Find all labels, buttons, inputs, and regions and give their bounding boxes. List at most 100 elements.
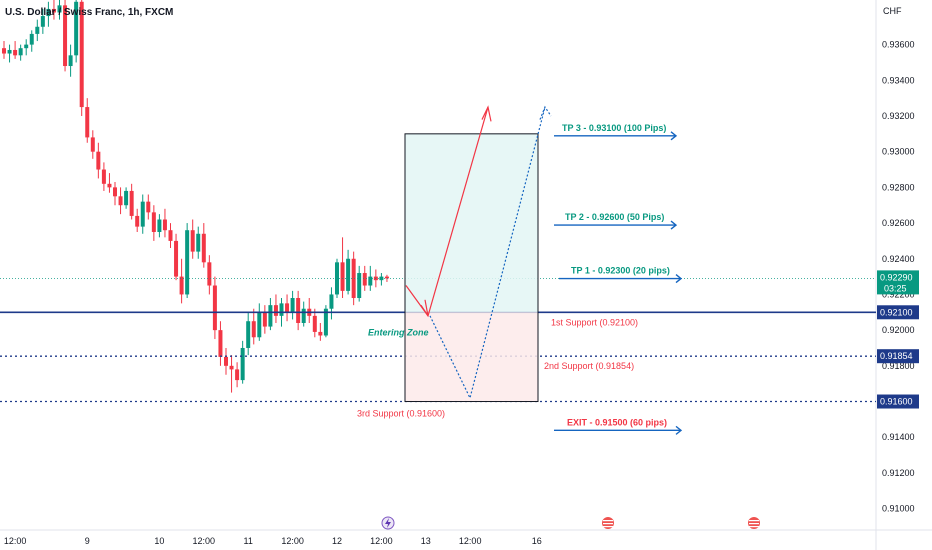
candle-body [301,308,306,323]
price-tick-label: 0.93400 [882,75,915,85]
time-tick-label: 16 [532,536,542,546]
price-badge-label: 0.92100 [880,307,913,317]
us-flag-icon[interactable] [748,517,760,529]
candle-body [257,312,262,338]
candle-body [346,258,351,291]
candle [251,308,256,345]
position-box [404,133,539,403]
candle-body [340,262,345,291]
arrow-right-icon [670,220,678,230]
candle [146,194,151,220]
price-tick-label: 0.91400 [882,432,915,442]
price-badge-label: 0.91600 [880,397,913,407]
time-tick-label: 12:00 [370,536,393,546]
candle [68,44,73,77]
candle-body [201,233,206,263]
currency-label: CHF [883,6,902,16]
candle-body [229,365,234,370]
arrowhead-icon [481,105,492,122]
current-price-label: 0.92290 [880,272,913,282]
candle [257,303,262,341]
candle-body [351,258,356,299]
candle [346,249,351,295]
time-tick-label: 9 [85,536,90,546]
candle [240,340,245,384]
candle [174,233,179,281]
candle-body [96,151,101,170]
candle [107,173,112,193]
candle [85,98,90,143]
candle-body [384,276,389,279]
candle [168,223,173,249]
candle [135,208,140,232]
arrowhead-icon [539,105,552,120]
arrowhead-icon [420,299,429,317]
candle-body [35,26,40,34]
candle [57,0,62,20]
target-label-4: EXIT - 0.91500 (60 pips) [567,417,667,427]
arrow-right-icon [675,425,683,435]
candle-body [107,183,112,188]
loss-zone [405,312,538,402]
candle [296,290,301,331]
candle [179,258,184,304]
candle-body [296,298,301,323]
candle-body [329,294,334,309]
candle [357,265,362,302]
price-tick-label: 0.93600 [882,40,915,50]
arrow-right-icon [670,131,678,141]
candle [35,19,40,42]
support-label-1: 1st Support (0.92100) [551,317,638,327]
candle-body [168,230,173,241]
price-tick-label: 0.92000 [882,325,915,335]
price-badge [877,305,919,320]
candle-body [246,321,251,348]
candle [185,223,190,299]
candle [96,142,101,179]
candle-body [79,1,84,108]
price-tick-label: 0.92800 [882,182,915,192]
candle [318,322,323,341]
candle-body [74,1,79,56]
candle-body [335,262,339,295]
lightning-icon[interactable] [381,516,395,530]
candle [201,223,206,268]
candle-body [218,330,223,357]
candle-body [135,215,140,227]
candle-body [40,16,45,27]
target-label-2: TP 2 - 0.92600 (50 Pips) [565,212,664,222]
candle [273,294,278,323]
candle-body [185,230,190,295]
candle [196,226,201,259]
candle-body [368,276,373,286]
candle [212,276,217,340]
price-tick-label: 0.93200 [882,111,915,121]
countdown-label: 03:25 [884,283,907,293]
candle [113,182,117,206]
candle [101,162,106,191]
candle-body [312,315,317,332]
price-badge [877,394,919,409]
candle-body [24,44,29,49]
candle [218,321,223,366]
candle-body [57,5,62,13]
candle-body [357,273,362,299]
candle [124,187,129,209]
candle [151,205,156,241]
axis-layer: 0.93600 0.93400 0.93200 0.93000 0.92800 0.926… [4,40,919,546]
us-flag-icon[interactable] [602,517,614,529]
candle-body [118,196,123,206]
candle-body [63,5,68,67]
candle-body [162,219,167,231]
candle [229,355,234,393]
candle-body [323,308,328,336]
candle [40,8,45,34]
candle-body [362,273,367,286]
price-tick-label: 0.92600 [882,218,915,228]
candle-body [85,107,90,138]
candle [90,130,95,159]
price-tick-label: 0.91200 [882,468,915,478]
overlay-layer: Entering Zone 1st Support (0.92100) 2nd Su… [357,105,683,435]
